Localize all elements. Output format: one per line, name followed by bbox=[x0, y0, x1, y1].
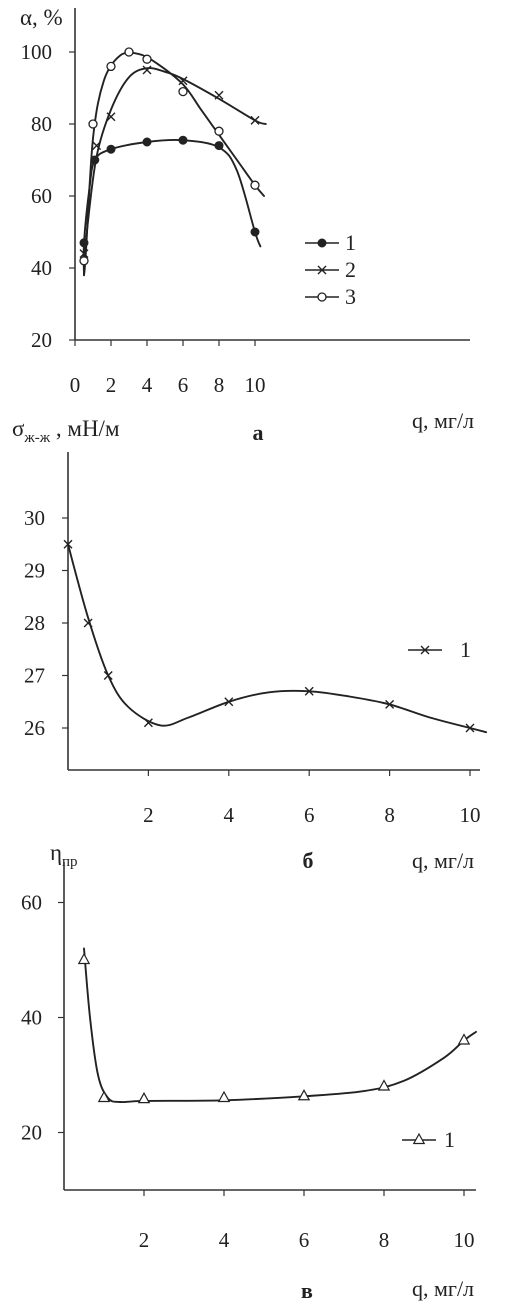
x-tick-label: 8 bbox=[379, 1228, 390, 1252]
data-point bbox=[214, 141, 224, 151]
x-axis-label: q, мг/л bbox=[412, 408, 474, 433]
x-tick-label: 6 bbox=[299, 1228, 310, 1252]
data-point bbox=[377, 1079, 391, 1091]
x-tick-label: 4 bbox=[142, 373, 153, 397]
y-tick-label: 30 bbox=[24, 506, 45, 530]
data-point bbox=[103, 671, 113, 680]
series-line bbox=[83, 51, 265, 277]
x-tick-label: 6 bbox=[304, 803, 315, 827]
series-1 bbox=[63, 539, 488, 734]
y-axis-label: α, % bbox=[20, 5, 63, 30]
series-line bbox=[83, 947, 477, 1104]
y-tick-label: 40 bbox=[31, 256, 52, 280]
data-point bbox=[385, 699, 395, 709]
data-point bbox=[83, 618, 93, 628]
y-tick-label: 60 bbox=[21, 891, 42, 915]
data-point bbox=[142, 65, 152, 75]
data-point bbox=[224, 697, 234, 707]
y-tick-label: 100 bbox=[21, 40, 53, 64]
data-point bbox=[63, 539, 73, 549]
y-tick-label: 27 bbox=[24, 664, 45, 688]
series-line bbox=[67, 543, 488, 734]
x-axis-label: q, мг/л bbox=[412, 1276, 474, 1301]
data-point bbox=[317, 265, 327, 275]
data-point bbox=[97, 1090, 111, 1103]
series-1 bbox=[77, 947, 477, 1104]
y-axis-label: σж-ж , мН/м bbox=[12, 416, 120, 446]
panel-label: а bbox=[253, 420, 264, 445]
data-point bbox=[77, 952, 91, 965]
x-tick-label: 0 bbox=[70, 373, 81, 397]
y-tick-label: 80 bbox=[31, 112, 52, 136]
series-1 bbox=[79, 135, 262, 277]
data-point bbox=[250, 115, 260, 125]
data-point bbox=[79, 256, 89, 266]
x-tick-label: 8 bbox=[384, 803, 395, 827]
data-point bbox=[88, 119, 98, 129]
chart-panel-b: σж-ж , мН/м б q, мг/л 26 27 28 29 30 2 4 6 8 10 1 bbox=[12, 416, 488, 873]
panel-label: б bbox=[303, 848, 314, 873]
data-point bbox=[214, 90, 224, 100]
y-tick-label: 20 bbox=[31, 328, 52, 352]
data-point bbox=[143, 718, 153, 728]
data-point bbox=[178, 86, 188, 97]
data-point bbox=[217, 1090, 231, 1103]
data-point bbox=[317, 238, 327, 248]
x-tick-label: 10 bbox=[245, 373, 266, 397]
x-tick-label: 2 bbox=[139, 1228, 150, 1252]
y-tick-label: 28 bbox=[24, 611, 45, 635]
data-point bbox=[412, 1132, 426, 1145]
data-point bbox=[214, 126, 224, 136]
data-point bbox=[142, 137, 152, 147]
series-line bbox=[82, 138, 262, 277]
data-point bbox=[106, 112, 116, 122]
data-point bbox=[106, 61, 116, 72]
x-tick-label: 8 bbox=[214, 373, 225, 397]
data-point bbox=[420, 645, 430, 655]
data-point bbox=[250, 227, 260, 237]
data-point bbox=[297, 1089, 311, 1101]
data-point bbox=[250, 180, 260, 190]
y-tick-label: 60 bbox=[31, 184, 52, 208]
y-tick-label: 20 bbox=[21, 1121, 42, 1145]
data-point bbox=[137, 1091, 151, 1104]
legend-label: 2 bbox=[345, 257, 356, 282]
x-tick-label: 10 bbox=[460, 803, 481, 827]
legend-label: 3 bbox=[345, 284, 356, 309]
series-line bbox=[83, 67, 267, 269]
legend-label: 1 bbox=[460, 637, 471, 662]
series-2 bbox=[79, 65, 267, 269]
x-axis-label: q, мг/л bbox=[412, 848, 474, 873]
data-point bbox=[317, 292, 327, 302]
data-point bbox=[106, 144, 116, 154]
x-tick-label: 4 bbox=[219, 1228, 230, 1252]
data-point bbox=[457, 1033, 471, 1045]
y-tick-label: 29 bbox=[24, 559, 45, 583]
data-point bbox=[142, 54, 152, 64]
series-3 bbox=[79, 47, 265, 277]
y-tick-label: 40 bbox=[21, 1006, 42, 1030]
data-point bbox=[465, 723, 475, 733]
data-point bbox=[304, 686, 314, 696]
x-tick-label: 2 bbox=[106, 373, 117, 397]
data-point bbox=[124, 47, 134, 57]
data-point bbox=[92, 141, 102, 151]
x-tick-label: 10 bbox=[454, 1228, 475, 1252]
panel-label: в bbox=[301, 1278, 313, 1303]
data-point bbox=[178, 76, 188, 86]
x-tick-label: 6 bbox=[178, 373, 189, 397]
x-tick-label: 2 bbox=[143, 803, 154, 827]
x-tick-label: 4 bbox=[224, 803, 235, 827]
y-tick-label: 26 bbox=[24, 716, 45, 740]
legend-label: 1 bbox=[345, 230, 356, 255]
legend-label: 1 bbox=[444, 1127, 455, 1152]
data-point bbox=[178, 135, 188, 145]
